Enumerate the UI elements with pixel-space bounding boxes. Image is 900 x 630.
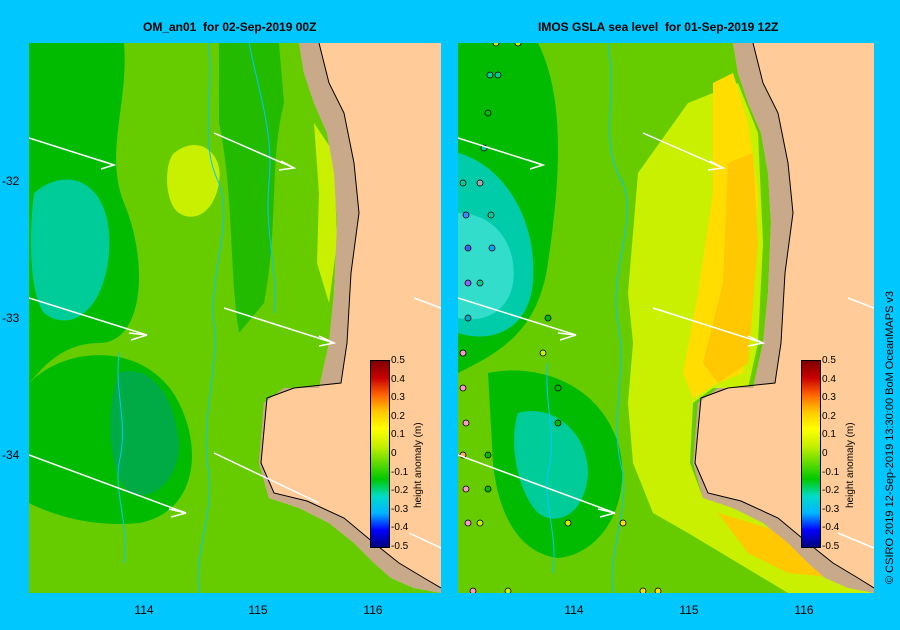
left-panel-title: OM_an01 for 02-Sep-2019 00Z bbox=[143, 20, 317, 34]
x-tick-left-1: 114 bbox=[134, 603, 154, 617]
colorbar-tick-label: 0.1 bbox=[391, 429, 405, 441]
current-line-1 bbox=[197, 43, 225, 593]
zone-teal-2 bbox=[514, 411, 588, 519]
colorbar-tick-label: 0 bbox=[822, 448, 828, 459]
left-map-panel[interactable] bbox=[29, 43, 441, 593]
colorbar-tick-label: -0.4 bbox=[391, 522, 409, 534]
colorbar-tick-label: 0.4 bbox=[822, 373, 836, 385]
zone-yellow-2 bbox=[314, 123, 337, 303]
colorbar-tick-label: 0.5 bbox=[391, 355, 405, 366]
y-tick-1: -32 bbox=[2, 174, 20, 188]
colorbar-tick-label: -0.5 bbox=[822, 541, 840, 552]
current-line-2 bbox=[117, 352, 126, 564]
y-tick-3: -34 bbox=[2, 448, 20, 462]
colorbar-tick-label: 0.5 bbox=[822, 355, 836, 366]
colorbar-tick-label: 0.2 bbox=[391, 410, 405, 422]
wind-arrows bbox=[458, 132, 874, 549]
current-line-1 bbox=[607, 43, 628, 593]
zone-green-east bbox=[219, 43, 284, 333]
wind-arrows bbox=[29, 132, 441, 549]
current-line-2 bbox=[546, 362, 555, 574]
colorbar-left bbox=[370, 360, 390, 548]
colorbar-tick-label: -0.5 bbox=[391, 541, 409, 552]
shelf-area bbox=[693, 43, 874, 593]
colorbar-right-title: height anomaly (m) bbox=[845, 422, 856, 508]
colorbar-tick-label: -0.1 bbox=[822, 466, 840, 478]
colorbar-tick-label: 0.3 bbox=[391, 392, 405, 404]
colorbar-right bbox=[801, 360, 821, 548]
x-tick-right-2: 115 bbox=[679, 603, 699, 617]
colorbar-left-title: height anomaly (m) bbox=[413, 422, 424, 508]
current-line-3 bbox=[248, 43, 276, 314]
x-tick-left-3: 116 bbox=[363, 603, 383, 617]
x-tick-right-1: 114 bbox=[564, 603, 584, 617]
colorbar-tick-label: 0.4 bbox=[391, 373, 405, 385]
drifter-markers bbox=[459, 43, 662, 593]
zone-teal-2 bbox=[110, 371, 179, 496]
colorbar-tick-label: 0.1 bbox=[822, 429, 836, 441]
colorbar-tick-label: 0 bbox=[391, 448, 397, 459]
zone-light-teal bbox=[458, 213, 514, 320]
colorbar-tick-label: -0.1 bbox=[391, 466, 409, 478]
colorbar-tick-label: -0.3 bbox=[822, 503, 840, 515]
colorbar-tick-label: 0.2 bbox=[822, 410, 836, 422]
x-tick-left-2: 115 bbox=[248, 603, 268, 617]
zone-orange-1 bbox=[703, 153, 758, 383]
credit-text: © CSIRO 2019 12-Sep-2019 13:30:00 BoM Oc… bbox=[884, 290, 896, 584]
colorbar-tick-label: -0.4 bbox=[822, 522, 840, 534]
colorbar-tick-label: -0.2 bbox=[391, 485, 409, 497]
right-panel-title: IMOS GSLA sea level for 01-Sep-2019 12Z bbox=[538, 20, 779, 34]
colorbar-tick-label: -0.3 bbox=[391, 503, 409, 515]
y-tick-2: -33 bbox=[2, 311, 20, 325]
zone-yellow-1 bbox=[167, 144, 220, 217]
colorbar-tick-label: 0.3 bbox=[822, 392, 836, 404]
shelf-area bbox=[259, 43, 441, 593]
x-tick-right-3: 116 bbox=[794, 603, 814, 617]
colorbar-tick-label: -0.2 bbox=[822, 485, 840, 497]
zone-teal-1 bbox=[31, 179, 110, 321]
right-map-panel[interactable] bbox=[458, 43, 874, 593]
